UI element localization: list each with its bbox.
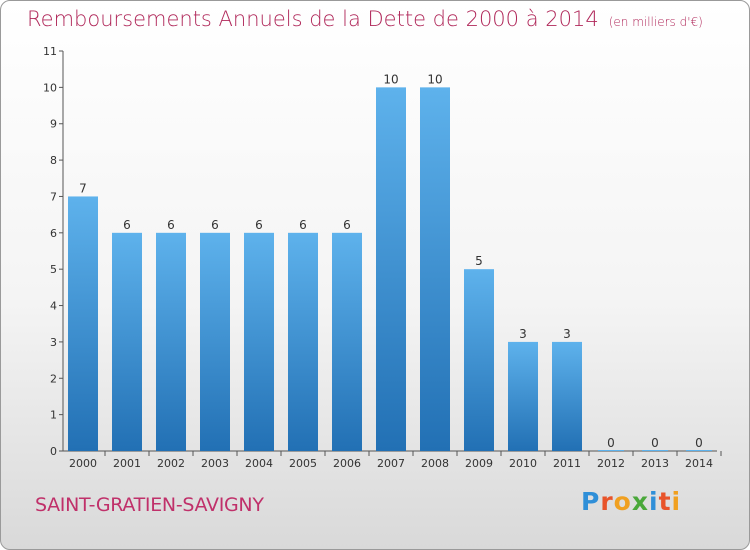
bar: [68, 196, 98, 451]
bar-value-label: 6: [255, 218, 263, 232]
bar-value-label: 6: [343, 218, 351, 232]
bar-value-label: 0: [607, 436, 615, 450]
bar: [420, 87, 450, 451]
logo-letter: i: [649, 487, 659, 516]
bar-value-label: 3: [519, 327, 527, 341]
bar: [376, 87, 406, 451]
x-tick-label: 2012: [597, 457, 625, 470]
chart-title-text: Remboursements Annuels de la Dette de 20…: [27, 7, 599, 31]
x-tick-label: 2013: [641, 457, 669, 470]
bar-value-label: 6: [167, 218, 175, 232]
logo-letter: P: [581, 487, 601, 516]
x-tick-label: 2006: [333, 457, 361, 470]
bar: [244, 232, 274, 451]
y-tick-label: 8: [50, 154, 57, 167]
y-tick-label: 1: [50, 409, 57, 422]
bar: [112, 232, 142, 451]
x-tick-label: 2002: [157, 457, 185, 470]
bar: [464, 269, 494, 451]
bar-value-label: 3: [563, 327, 571, 341]
bar-value-label: 5: [475, 254, 483, 268]
x-tick-label: 2008: [421, 457, 449, 470]
x-tick-label: 2000: [69, 457, 97, 470]
bar: [332, 232, 362, 451]
proxiti-logo: Proxiti: [581, 487, 681, 516]
x-tick-label: 2005: [289, 457, 317, 470]
unit-note: (en milliers d'€): [608, 15, 703, 29]
x-tick-label: 2004: [245, 457, 273, 470]
bar-value-label: 6: [123, 218, 131, 232]
y-tick-label: 4: [50, 300, 57, 313]
bar-value-label: 10: [383, 72, 398, 86]
chart-title: Remboursements Annuels de la Dette de 20…: [27, 7, 703, 31]
x-tick-label: 2011: [553, 457, 581, 470]
y-tick-label: 2: [50, 372, 57, 385]
x-tick-label: 2003: [201, 457, 229, 470]
x-tick-label: 2010: [509, 457, 537, 470]
y-tick-label: 3: [50, 336, 57, 349]
bar-value-label: 6: [211, 218, 219, 232]
y-tick-label: 7: [50, 190, 57, 203]
bar: [156, 232, 186, 451]
y-tick-label: 10: [43, 81, 57, 94]
logo-letter: o: [613, 487, 632, 516]
y-tick-label: 5: [50, 263, 57, 276]
logo-letter: t: [658, 487, 672, 516]
town-name: SAINT-GRATIEN-SAVIGNY: [35, 494, 264, 516]
bar: [200, 232, 230, 451]
y-tick-label: 0: [50, 445, 57, 458]
logo-letter: x: [631, 487, 649, 516]
y-tick-label: 9: [50, 118, 57, 131]
x-tick-label: 2014: [685, 457, 713, 470]
x-tick-label: 2007: [377, 457, 405, 470]
bar-value-label: 0: [695, 436, 703, 450]
x-tick-label: 2009: [465, 457, 493, 470]
bar-value-label: 0: [651, 436, 659, 450]
bar: [508, 341, 538, 451]
bar-value-label: 7: [79, 181, 87, 195]
bar-value-label: 10: [427, 72, 442, 86]
bar: [288, 232, 318, 451]
y-tick-label: 6: [50, 227, 57, 240]
y-tick-label: 11: [43, 45, 57, 58]
bar-value-label: 6: [299, 218, 307, 232]
bar: [552, 341, 582, 451]
logo-letter: r: [600, 487, 614, 516]
x-tick-label: 2001: [113, 457, 141, 470]
logo-letter: i: [671, 487, 682, 516]
